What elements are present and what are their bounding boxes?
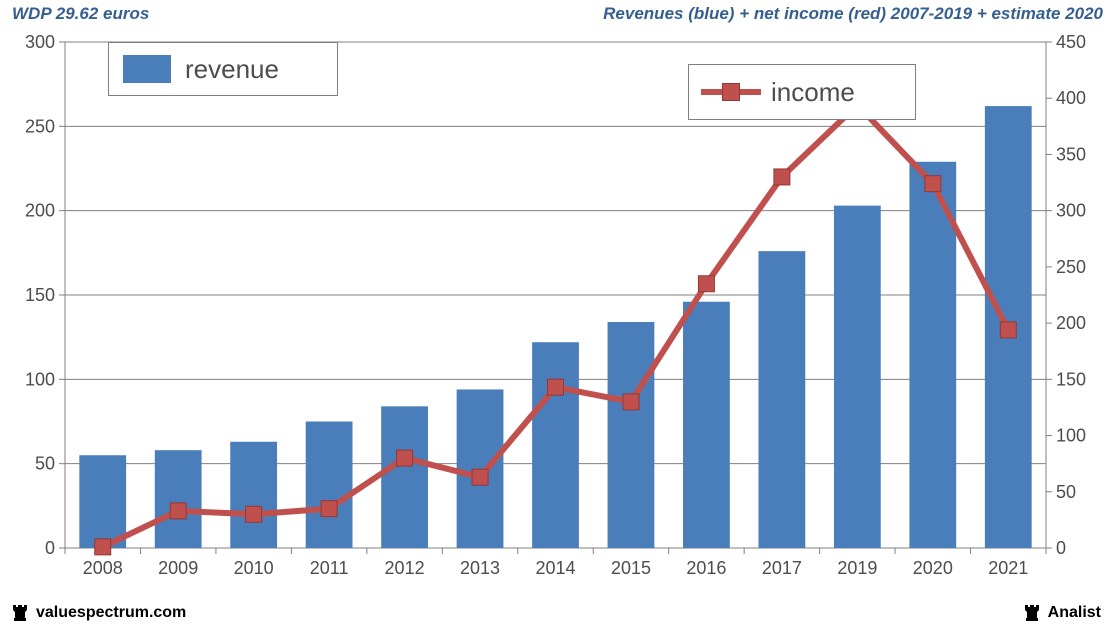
rook-icon [10, 603, 30, 623]
svg-text:2020: 2020 [913, 558, 953, 578]
legend-income-marker [722, 83, 740, 101]
svg-text:100: 100 [25, 369, 55, 389]
svg-text:2012: 2012 [385, 558, 425, 578]
svg-text:2010: 2010 [234, 558, 274, 578]
svg-text:200: 200 [25, 201, 55, 221]
svg-text:300: 300 [1056, 201, 1086, 221]
legend-income-label: income [771, 77, 855, 108]
footer-left: valuespectrum.com [10, 603, 186, 623]
svg-text:150: 150 [25, 285, 55, 305]
chart-footer: valuespectrum.com Analist [0, 599, 1111, 627]
bar [79, 455, 126, 548]
svg-text:2009: 2009 [158, 558, 198, 578]
bar [834, 206, 881, 548]
svg-text:400: 400 [1056, 88, 1086, 108]
svg-text:250: 250 [25, 116, 55, 136]
bar [306, 422, 353, 549]
legend-income: income [688, 64, 916, 120]
legend-revenue-label: revenue [185, 54, 279, 85]
income-marker [95, 539, 111, 555]
svg-text:50: 50 [35, 454, 55, 474]
income-marker [698, 276, 714, 292]
bar [230, 442, 277, 548]
bar [381, 406, 428, 548]
svg-text:2016: 2016 [686, 558, 726, 578]
rook-icon [1022, 603, 1042, 623]
svg-text:200: 200 [1056, 313, 1086, 333]
svg-text:2013: 2013 [460, 558, 500, 578]
chart-header: WDP 29.62 euros Revenues (blue) + net in… [0, 0, 1111, 28]
svg-text:450: 450 [1056, 32, 1086, 52]
footer-left-text: valuespectrum.com [36, 604, 186, 622]
income-marker [1000, 322, 1016, 338]
header-right-text: Revenues (blue) + net income (red) 2007-… [603, 4, 1103, 24]
svg-text:150: 150 [1056, 369, 1086, 389]
svg-text:2008: 2008 [83, 558, 123, 578]
bar [683, 302, 730, 548]
income-marker [170, 503, 186, 519]
svg-text:300: 300 [25, 32, 55, 52]
income-marker [246, 506, 262, 522]
svg-text:2011: 2011 [310, 558, 349, 578]
income-marker [925, 176, 941, 192]
svg-text:250: 250 [1056, 257, 1086, 277]
income-marker [472, 469, 488, 485]
header-left-text: WDP 29.62 euros [12, 4, 149, 24]
income-marker [774, 169, 790, 185]
income-marker [548, 379, 564, 395]
svg-text:0: 0 [45, 538, 55, 558]
bar [155, 450, 202, 548]
svg-text:2015: 2015 [611, 558, 651, 578]
bar [758, 251, 805, 548]
plot-area: 0 50 100 150 200 250 300 0 50 100 150 200 250 300 350 4… [10, 28, 1101, 588]
svg-text:2021: 2021 [988, 558, 1028, 578]
income-marker [397, 450, 413, 466]
plot-svg: 0 50 100 150 200 250 300 0 50 100 150 200 250 300 350 4… [10, 28, 1101, 588]
svg-text:2017: 2017 [762, 558, 802, 578]
svg-text:350: 350 [1056, 144, 1086, 164]
legend-revenue: revenue [108, 42, 338, 96]
footer-right-text: Analist [1048, 604, 1101, 622]
svg-text:2019: 2019 [837, 558, 877, 578]
svg-text:100: 100 [1056, 426, 1086, 446]
svg-text:0: 0 [1056, 538, 1066, 558]
income-marker [623, 394, 639, 410]
legend-income-swatch [701, 77, 761, 107]
bar [608, 322, 655, 548]
chart-frame: WDP 29.62 euros Revenues (blue) + net in… [0, 0, 1111, 627]
svg-text:50: 50 [1056, 482, 1076, 502]
legend-revenue-swatch [123, 55, 171, 83]
bar [532, 342, 579, 548]
income-marker [321, 501, 337, 517]
footer-right: Analist [1022, 603, 1101, 623]
svg-text:2014: 2014 [535, 558, 575, 578]
